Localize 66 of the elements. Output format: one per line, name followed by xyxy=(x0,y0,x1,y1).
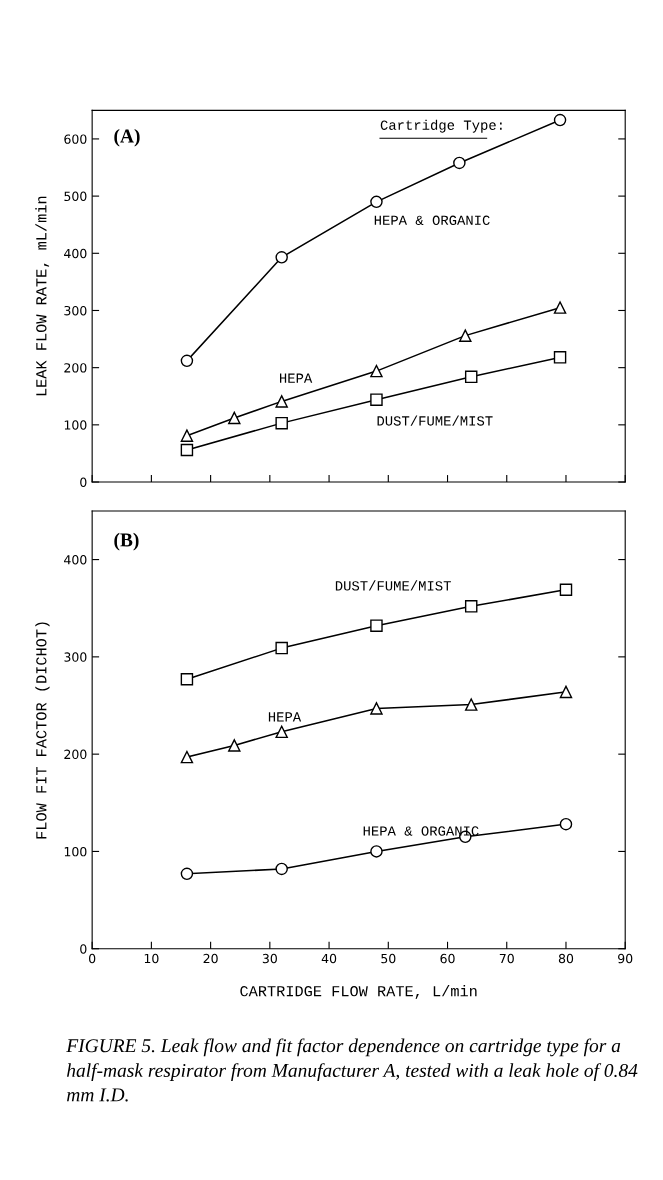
y-tick-label: 300 xyxy=(64,305,87,316)
y-tick-label: 500 xyxy=(64,191,87,202)
point xyxy=(180,672,194,686)
y-tick-label: 300 xyxy=(64,652,87,662)
annotation: Cartridge Type: xyxy=(380,119,502,133)
point xyxy=(559,685,573,699)
x-tick-label: 60 xyxy=(440,953,455,964)
point xyxy=(370,702,383,715)
annotation: (B) xyxy=(114,532,139,551)
point xyxy=(553,301,567,314)
point xyxy=(370,845,383,858)
series-label: HEPA & ORGANIC xyxy=(374,215,490,225)
point xyxy=(559,817,573,831)
point xyxy=(370,393,383,406)
point xyxy=(459,329,472,342)
y-tick-label: 600 xyxy=(64,134,87,144)
caption: FIGURE 5. Leak flow and fit factor dependence on cartridge type for a half-mask respirator from Manufacturer A, tested with a leak hole of 0.84 mm I.D. xyxy=(66,1038,638,1102)
point xyxy=(553,113,567,127)
x-axis-title: CARTRIDGE FLOW RATE, L/min xyxy=(240,985,477,999)
point xyxy=(464,370,478,384)
point xyxy=(180,429,194,442)
point xyxy=(180,750,194,764)
x-tick-label: 10 xyxy=(144,953,159,964)
x-tick-label: 0 xyxy=(89,953,96,964)
point xyxy=(370,619,383,632)
point xyxy=(275,416,288,430)
point xyxy=(275,251,288,264)
y-tick-label: 200 xyxy=(64,363,87,373)
point xyxy=(275,725,288,739)
y-tick-label: 400 xyxy=(64,248,87,259)
point xyxy=(559,583,573,596)
point xyxy=(370,364,383,378)
series-label: DUST/FUME/MIST xyxy=(377,415,493,426)
x-tick-label: 30 xyxy=(262,953,277,964)
y-axis-title: FLOW FIT FACTOR (DICHOT) xyxy=(35,622,50,839)
point xyxy=(370,195,383,209)
point xyxy=(464,698,478,711)
point xyxy=(228,411,241,425)
point xyxy=(275,641,288,655)
x-tick-label: 70 xyxy=(499,953,514,964)
series-label: DUST/FUME/MIST xyxy=(335,580,451,591)
series-label: HEPA xyxy=(268,712,302,722)
y-tick-label: 0 xyxy=(80,944,87,954)
point xyxy=(453,156,466,170)
annotation: (A) xyxy=(114,128,140,147)
y-tick-label: 400 xyxy=(64,555,87,565)
y-tick-label: 0 xyxy=(80,477,87,487)
x-tick-label: 20 xyxy=(203,953,218,964)
point xyxy=(180,443,194,457)
x-tick-label: 50 xyxy=(381,953,396,964)
x-tick-label: 80 xyxy=(558,953,574,964)
y-tick-label: 100 xyxy=(64,846,87,857)
x-tick-label: 40 xyxy=(321,953,337,964)
point xyxy=(553,351,567,364)
point xyxy=(464,600,478,613)
x-tick-label: 90 xyxy=(618,953,633,964)
y-tick-label: 100 xyxy=(64,420,87,430)
point xyxy=(275,862,288,876)
point xyxy=(275,395,288,408)
point xyxy=(180,354,194,368)
series-label: HEPA & ORGANIC xyxy=(363,826,479,836)
series-label: HEPA xyxy=(280,373,313,383)
point xyxy=(228,739,241,752)
y-tick-label: 200 xyxy=(64,749,87,760)
point xyxy=(180,867,194,881)
y-axis-title: LEAK FLOW RATE, mL/min xyxy=(35,196,50,396)
